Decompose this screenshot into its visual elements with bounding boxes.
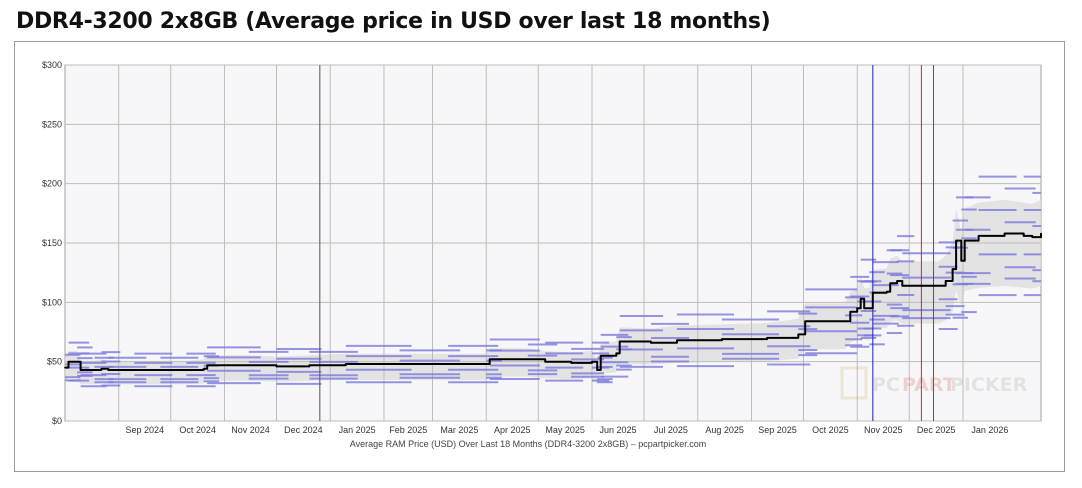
average-price-point (398, 363, 401, 365)
y-tick-label: $300 (42, 60, 62, 70)
average-price-point (93, 369, 96, 371)
average-price-point (896, 280, 898, 282)
x-tick-label: Dec 2024 (284, 425, 323, 435)
average-price-point (247, 364, 250, 367)
y-axis-ticks: $0 $50 $100 $150 $200 $250 $300 (42, 60, 62, 426)
x-tick-label: Jan 2026 (971, 425, 1008, 435)
average-price-point (863, 307, 865, 310)
average-price-point (345, 363, 347, 365)
average-price-point (844, 320, 846, 323)
retailer-price-lines (65, 175, 1041, 388)
average-price-point (963, 239, 966, 242)
average-price-point (901, 284, 904, 287)
average-price-point (107, 369, 110, 371)
average-price-point (977, 235, 980, 237)
average-price-point (100, 367, 103, 370)
average-price-point (67, 360, 70, 363)
average-price-point (951, 268, 954, 270)
average-price-point (1022, 235, 1025, 237)
average-price-point (721, 338, 723, 340)
event-markers (319, 65, 935, 421)
average-price-point (859, 297, 862, 300)
chart-caption: Average RAM Price (USD) Over Last 18 Mon… (350, 439, 706, 449)
average-price-point (1040, 232, 1042, 235)
y-tick-label: $0 (52, 416, 62, 426)
average-price-point (206, 364, 208, 367)
average-price-point (885, 290, 888, 293)
average-price-point (76, 360, 78, 363)
average-price-point (766, 337, 768, 339)
average-price-series (64, 232, 1042, 371)
average-price-point (591, 360, 593, 363)
x-tick-label: Feb 2025 (389, 425, 427, 435)
x-tick-label: Dec 2025 (917, 425, 956, 435)
y-tick-label: $150 (42, 238, 62, 248)
average-price-point (676, 339, 678, 342)
average-price-point (570, 362, 573, 364)
y-tick-label: $50 (47, 357, 62, 367)
average-price-point (615, 352, 618, 355)
x-tick-label: Nov 2025 (864, 425, 903, 435)
page-title: DDR4-3200 2x8GB (Average price in USD ov… (16, 9, 771, 34)
average-price-point (133, 369, 136, 371)
average-price-point (308, 364, 311, 367)
average-price-point (275, 365, 278, 368)
average-price-point (79, 369, 82, 371)
average-price-point (64, 366, 66, 369)
x-tick-label: Mar 2025 (440, 425, 478, 435)
x-tick-label: Sep 2024 (125, 425, 164, 435)
average-price-point (804, 320, 807, 323)
average-price-point (960, 260, 963, 262)
average-price-point (868, 307, 871, 310)
x-tick-label: Aug 2025 (705, 425, 744, 435)
average-price-point (447, 363, 449, 365)
x-tick-label: Jun 2025 (599, 425, 636, 435)
x-tick-label: Oct 2024 (179, 425, 216, 435)
y-tick-label: $250 (42, 119, 62, 129)
x-tick-label: Nov 2024 (231, 425, 270, 435)
average-price-point (937, 284, 940, 287)
average-price-point (872, 292, 874, 294)
x-tick-label: Apr 2025 (494, 425, 531, 435)
average-price-point (485, 363, 488, 365)
x-tick-label: Jul 2025 (654, 425, 688, 435)
watermark: PC PART PICKER (840, 366, 1028, 400)
average-price-point (599, 354, 602, 357)
y-tick-label: $100 (42, 297, 62, 307)
average-price-point (544, 360, 546, 363)
y-tick-label: $200 (42, 179, 62, 189)
average-price-point (488, 358, 491, 361)
average-price-point (650, 341, 652, 344)
watermark-text-c: PICKER (950, 374, 1028, 396)
watermark-text-b: PART (902, 374, 956, 396)
average-price-line (65, 232, 1042, 371)
x-tick-label: Sep 2025 (758, 425, 797, 435)
average-price-point (527, 358, 529, 361)
x-tick-label: May 2025 (545, 425, 585, 435)
average-price-point (944, 280, 947, 282)
average-price-point (202, 367, 205, 370)
average-price-point (849, 311, 852, 313)
pcpartpicker-logo-icon (840, 366, 868, 400)
average-price-point (955, 239, 957, 242)
x-axis-ticks: Sep 2024 Oct 2024 Nov 2024 Dec 2024 Jan 2025… (125, 425, 1008, 435)
x-tick-label: Oct 2025 (812, 425, 849, 435)
watermark-text-a: PC (872, 374, 900, 396)
average-price-point (618, 340, 621, 343)
average-price-point (185, 369, 188, 371)
average-price-point (159, 369, 162, 371)
x-tick-label: Jan 2025 (339, 425, 376, 435)
average-price-point (1003, 232, 1006, 235)
average-price-point (596, 369, 599, 371)
average-price-point (856, 307, 859, 310)
average-price-point (797, 333, 800, 336)
average-price-point (889, 282, 891, 285)
average-price-point (1031, 236, 1034, 238)
